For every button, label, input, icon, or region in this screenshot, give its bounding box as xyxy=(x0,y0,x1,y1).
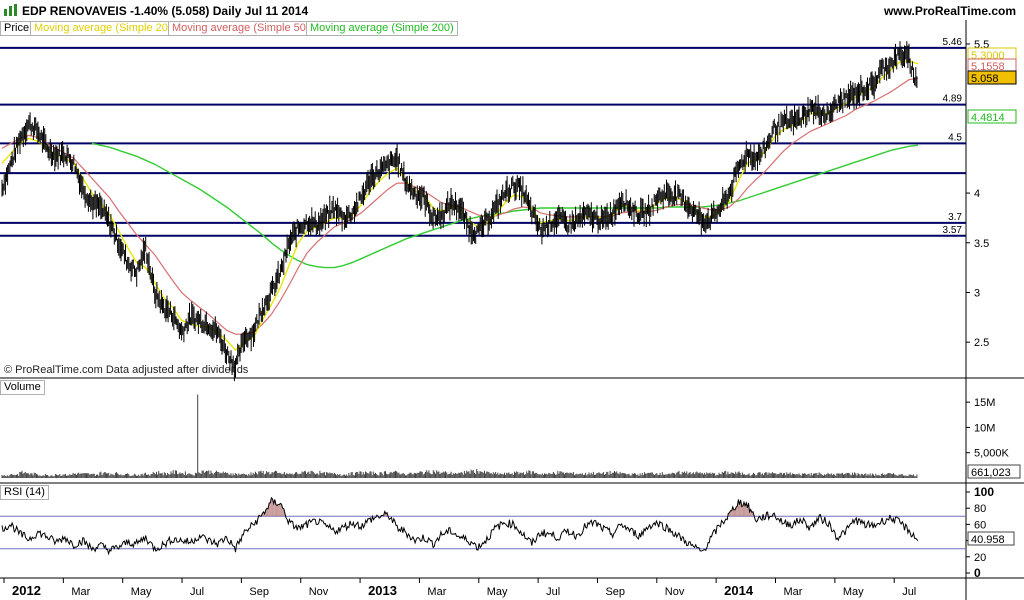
ma200-line xyxy=(91,142,919,269)
x-tick-label: 2014 xyxy=(724,583,754,598)
chart-header: EDP RENOVAVEIS -1.40% (5.058) Daily Jul … xyxy=(0,0,1024,20)
x-tick-label: May xyxy=(487,586,508,598)
volume-y-tick-label: 10M xyxy=(974,422,995,434)
panel-label-volume: Volume xyxy=(0,380,45,395)
x-tick-label: Mar xyxy=(427,586,446,598)
volume-y-tick-label: 5,000K xyxy=(974,448,1010,460)
site-link[interactable]: www.ProRealTime.com xyxy=(883,4,1016,18)
rsi-overbought-fill xyxy=(741,505,743,517)
last-value-volume: 661,023 xyxy=(971,467,1011,479)
legend-ma200: Moving average (Simple 200) xyxy=(306,21,458,36)
last-value-ma200: 4.4814 xyxy=(971,112,1005,124)
last-value-ma200-box xyxy=(967,109,1017,124)
watermark: © ProRealTime.com Data adjusted after di… xyxy=(4,364,249,376)
last-value-rsi-box xyxy=(967,531,1015,546)
rsi-overbought-fill xyxy=(278,504,280,517)
last-value-price: 5.058 xyxy=(971,73,999,85)
rsi-overbought-fill xyxy=(730,510,732,517)
volume-y-tick-label: 15M xyxy=(974,397,995,409)
x-tick-label: Jul xyxy=(190,586,204,598)
last-value-price-box xyxy=(967,70,1017,85)
x-tick-label: Jul xyxy=(546,586,560,598)
chart-title: EDP RENOVAVEIS -1.40% (5.058) Daily Jul … xyxy=(22,4,309,18)
rsi-overbought-fill xyxy=(282,507,284,517)
price-y-tick-label: 3.5 xyxy=(974,238,989,250)
horizontal-level-label: 4.5 xyxy=(948,132,962,143)
rsi-overbought-fill xyxy=(277,504,279,517)
price-y-tick-label: 2.5 xyxy=(974,337,989,349)
rsi-line xyxy=(1,496,919,556)
last-value-ma50: 5.1558 xyxy=(971,61,1005,73)
rsi-overbought-fill xyxy=(269,502,271,517)
x-tick-label: Sep xyxy=(605,586,625,598)
x-tick-label: 2013 xyxy=(368,583,397,598)
rsi-y-tick-label: 20 xyxy=(974,552,986,564)
last-value-rsi: 40.958 xyxy=(971,534,1005,546)
panel-label-rsi: RSI (14) xyxy=(0,485,49,500)
rsi-overbought-fill xyxy=(279,503,281,517)
rsi-y-tick-label: 100 xyxy=(974,485,994,499)
price-y-tick-label: 4 xyxy=(974,188,980,200)
rsi-overbought-fill xyxy=(751,511,753,517)
rsi-overbought-fill xyxy=(749,509,751,517)
horizontal-level-label: 5.46 xyxy=(943,37,963,48)
horizontal-level-label: 3.57 xyxy=(943,225,963,236)
volume-bars xyxy=(1,394,918,478)
rsi-overbought-fill xyxy=(266,508,269,517)
rsi-overbought-fill xyxy=(736,505,738,517)
x-tick-label: Nov xyxy=(309,586,329,598)
x-tick-label: Mar xyxy=(71,586,90,598)
bar-chart-icon xyxy=(4,4,17,16)
price-y-tick-label: 3 xyxy=(974,287,980,299)
x-tick-label: Mar xyxy=(784,586,803,598)
x-tick-label: Jul xyxy=(902,586,916,598)
rsi-overbought-fill xyxy=(280,503,282,517)
x-tick-label: 2012 xyxy=(12,583,41,598)
legend-ma20: Moving average (Simple 20) xyxy=(30,21,176,36)
x-tick-label: May xyxy=(843,586,864,598)
last-value-volume-box xyxy=(967,464,1021,479)
x-tick-label: May xyxy=(131,586,152,598)
rsi-overbought-fill xyxy=(271,497,273,517)
x-tick-label: Nov xyxy=(665,586,685,598)
price-bars xyxy=(1,41,918,382)
horizontal-level-label: 3.7 xyxy=(948,212,962,223)
horizontal-level-label: 4.89 xyxy=(943,94,963,105)
rsi-y-tick-label: 60 xyxy=(974,519,986,531)
rsi-overbought-fill xyxy=(733,509,736,517)
rsi-y-tick-label: 80 xyxy=(974,503,986,515)
rsi-y-tick-label: 0 xyxy=(974,566,981,580)
legend-price: Price xyxy=(0,21,34,36)
rsi-overbought-fill xyxy=(275,504,278,517)
x-tick-label: Sep xyxy=(249,586,269,598)
